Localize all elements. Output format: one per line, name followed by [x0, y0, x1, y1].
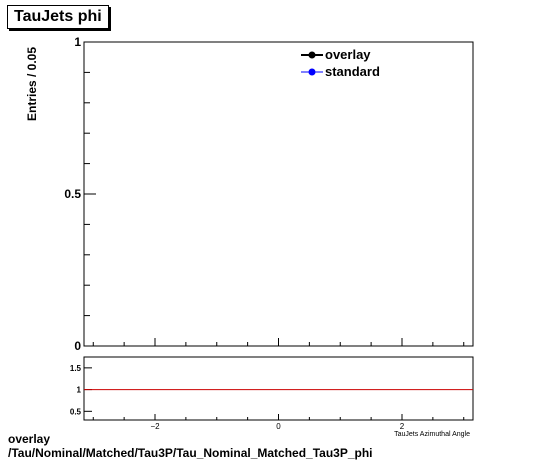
legend: overlay standard: [301, 47, 380, 79]
main-y-minor-ticks: [84, 41, 90, 317]
footer-label: overlay: [8, 432, 51, 446]
legend-marker-standard: [308, 68, 316, 76]
legend-label-standard: standard: [325, 64, 380, 79]
ratio-y-tick-label: 1: [77, 386, 82, 395]
y-axis-label: Entries / 0.05: [25, 47, 39, 121]
main-plot-frame: [83, 41, 474, 347]
ratio-y-tick-label: 0.5: [70, 407, 82, 416]
legend-label-overlay: overlay: [325, 47, 371, 62]
legend-marker-overlay: [308, 51, 316, 59]
main-y-tick-label: 0: [74, 339, 81, 353]
footer-path: /Tau/Nominal/Matched/Tau3P/Tau_Nominal_M…: [8, 446, 373, 460]
ratio-x-tick-label: 2: [400, 422, 405, 431]
ratio-y-tick-label: 1.5: [70, 364, 82, 373]
ratio-plot-frame: [83, 356, 474, 421]
main-y-tick-label: 0.5: [64, 187, 81, 201]
ratio-x-tick-label: −2: [150, 422, 160, 431]
x-axis-label: TauJets Azimuthal Angle: [394, 431, 470, 438]
ratio-x-ticks: −2 0 2: [92, 414, 465, 431]
main-y-tick-label: 1: [74, 35, 81, 49]
chart-title: TauJets phi: [7, 5, 109, 29]
main-y-ticks: 00.51: [64, 35, 96, 353]
legend-item-overlay: overlay: [301, 47, 371, 62]
legend-item-standard: standard: [301, 64, 380, 79]
ratio-x-tick-label: 0: [276, 422, 281, 431]
main-x-ticks: [92, 338, 465, 346]
